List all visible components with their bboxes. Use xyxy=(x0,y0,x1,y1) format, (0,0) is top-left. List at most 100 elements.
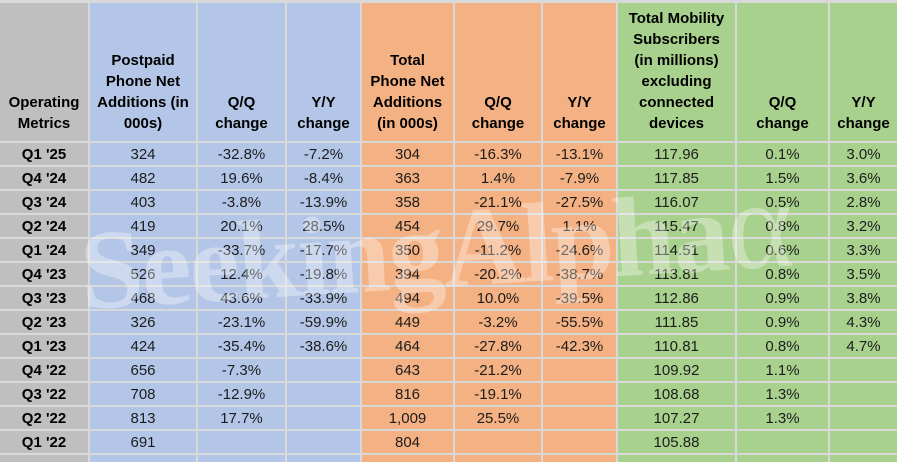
table-cell: 350 xyxy=(362,239,455,263)
table-cell: 324 xyxy=(90,143,198,167)
table-row: Q1 '24 349 -33.7% -17.7% 350 -11.2% -24.6% 114.… xyxy=(0,239,897,263)
partial-next-row xyxy=(0,455,897,462)
table-cell: 304 xyxy=(362,143,455,167)
sliver-cell xyxy=(362,455,455,462)
table-cell: 424 xyxy=(90,335,198,359)
table-cell: -16.3% xyxy=(455,143,543,167)
table-cell: 0.1% xyxy=(737,143,830,167)
table-cell: 449 xyxy=(362,311,455,335)
header-row: Operating Metrics Postpaid Phone Net Add… xyxy=(0,3,897,143)
sliver-cell xyxy=(0,455,90,462)
table-cell: 656 xyxy=(90,359,198,383)
row-label-quarter: Q4 '23 xyxy=(0,263,90,287)
table-cell: 110.81 xyxy=(618,335,737,359)
table-cell: 2.8% xyxy=(830,191,897,215)
table-cell xyxy=(543,407,618,431)
table-cell: 1.1% xyxy=(737,359,830,383)
table-cell: 3.5% xyxy=(830,263,897,287)
row-label-quarter: Q1 '24 xyxy=(0,239,90,263)
row-label-quarter: Q2 '22 xyxy=(0,407,90,431)
table-cell: 482 xyxy=(90,167,198,191)
table-cell xyxy=(543,359,618,383)
header-mobility-qq-change: Q/Q change xyxy=(737,3,830,143)
sliver-cell xyxy=(618,455,737,462)
table-cell: 107.27 xyxy=(618,407,737,431)
table-cell: 643 xyxy=(362,359,455,383)
table-cell: -33.7% xyxy=(198,239,287,263)
row-label-quarter: Q1 '22 xyxy=(0,431,90,455)
table-row: Q3 '22 708 -12.9% 816 -19.1% 108.68 1.3% xyxy=(0,383,897,407)
table-cell: 454 xyxy=(362,215,455,239)
table-cell xyxy=(830,383,897,407)
table-cell: 3.3% xyxy=(830,239,897,263)
table-cell xyxy=(830,407,897,431)
table-cell: 12.4% xyxy=(198,263,287,287)
table-cell: -32.8% xyxy=(198,143,287,167)
table-cell: 0.5% xyxy=(737,191,830,215)
table-cell: 29.7% xyxy=(455,215,543,239)
table-cell: 1.3% xyxy=(737,383,830,407)
table-cell: 112.86 xyxy=(618,287,737,311)
table-cell: -42.3% xyxy=(543,335,618,359)
table-cell: -33.9% xyxy=(287,287,362,311)
table-cell: -39.5% xyxy=(543,287,618,311)
table-cell: 708 xyxy=(90,383,198,407)
table-cell: -21.1% xyxy=(455,191,543,215)
table-row: Q1 '22 691 804 105.88 xyxy=(0,431,897,455)
sliver-cell xyxy=(287,455,362,462)
table-cell: 816 xyxy=(362,383,455,407)
table-row: Q1 '23 424 -35.4% -38.6% 464 -27.8% -42.3% 110.… xyxy=(0,335,897,359)
sliver-cell xyxy=(543,455,618,462)
table-cell: 464 xyxy=(362,335,455,359)
table-cell xyxy=(198,431,287,455)
table-cell xyxy=(830,431,897,455)
table-cell: -13.1% xyxy=(543,143,618,167)
table-cell xyxy=(287,383,362,407)
table-cell: 20.1% xyxy=(198,215,287,239)
table-cell: 108.68 xyxy=(618,383,737,407)
table-body: Q1 '25 324 -32.8% -7.2% 304 -16.3% -13.1% 117.9… xyxy=(0,143,897,455)
table-cell: 3.8% xyxy=(830,287,897,311)
table-cell: 363 xyxy=(362,167,455,191)
table-cell: -27.5% xyxy=(543,191,618,215)
row-label-quarter: Q3 '22 xyxy=(0,383,90,407)
table-cell: 0.8% xyxy=(737,215,830,239)
table-row: Q4 '24 482 19.6% -8.4% 363 1.4% -7.9% 117.85 1.5… xyxy=(0,167,897,191)
table-cell xyxy=(455,431,543,455)
table-row: Q2 '24 419 20.1% 28.5% 454 29.7% 1.1% 115.47 0.8… xyxy=(0,215,897,239)
header-mobility-yy-change: Y/Y change xyxy=(830,3,897,143)
table-cell: -19.1% xyxy=(455,383,543,407)
header-postpaid-phone-net-additions: Postpaid Phone Net Additions (in 000s) xyxy=(90,3,198,143)
table-cell: -38.6% xyxy=(287,335,362,359)
table-cell: 28.5% xyxy=(287,215,362,239)
table-cell: -38.7% xyxy=(543,263,618,287)
table-row: Q2 '23 326 -23.1% -59.9% 449 -3.2% -55.5% 111.8… xyxy=(0,311,897,335)
header-total-mobility-subscribers: Total Mobility Subscribers (in millions)… xyxy=(618,3,737,143)
sliver-cell xyxy=(455,455,543,462)
table-cell: 691 xyxy=(90,431,198,455)
table-cell: -24.6% xyxy=(543,239,618,263)
row-label-quarter: Q2 '23 xyxy=(0,311,90,335)
table-cell: 1.1% xyxy=(543,215,618,239)
table-row: Q3 '23 468 43.6% -33.9% 494 10.0% -39.5% 112.86… xyxy=(0,287,897,311)
table-cell: 1,009 xyxy=(362,407,455,431)
table-cell: 117.96 xyxy=(618,143,737,167)
table-cell: 494 xyxy=(362,287,455,311)
table-cell: -21.2% xyxy=(455,359,543,383)
header-total-phone-qq-change: Q/Q change xyxy=(455,3,543,143)
table-cell: 1.5% xyxy=(737,167,830,191)
table-cell: 117.85 xyxy=(618,167,737,191)
sliver-cell xyxy=(830,455,897,462)
table-cell xyxy=(737,431,830,455)
table-cell: 468 xyxy=(90,287,198,311)
table-cell: 1.4% xyxy=(455,167,543,191)
table-cell: -19.8% xyxy=(287,263,362,287)
table-cell: -7.2% xyxy=(287,143,362,167)
header-total-phone-net-additions: Total Phone Net Additions (in 000s) xyxy=(362,3,455,143)
table-cell: 3.0% xyxy=(830,143,897,167)
table-cell: -35.4% xyxy=(198,335,287,359)
table-cell: -3.8% xyxy=(198,191,287,215)
table-cell: 349 xyxy=(90,239,198,263)
table-cell xyxy=(287,407,362,431)
